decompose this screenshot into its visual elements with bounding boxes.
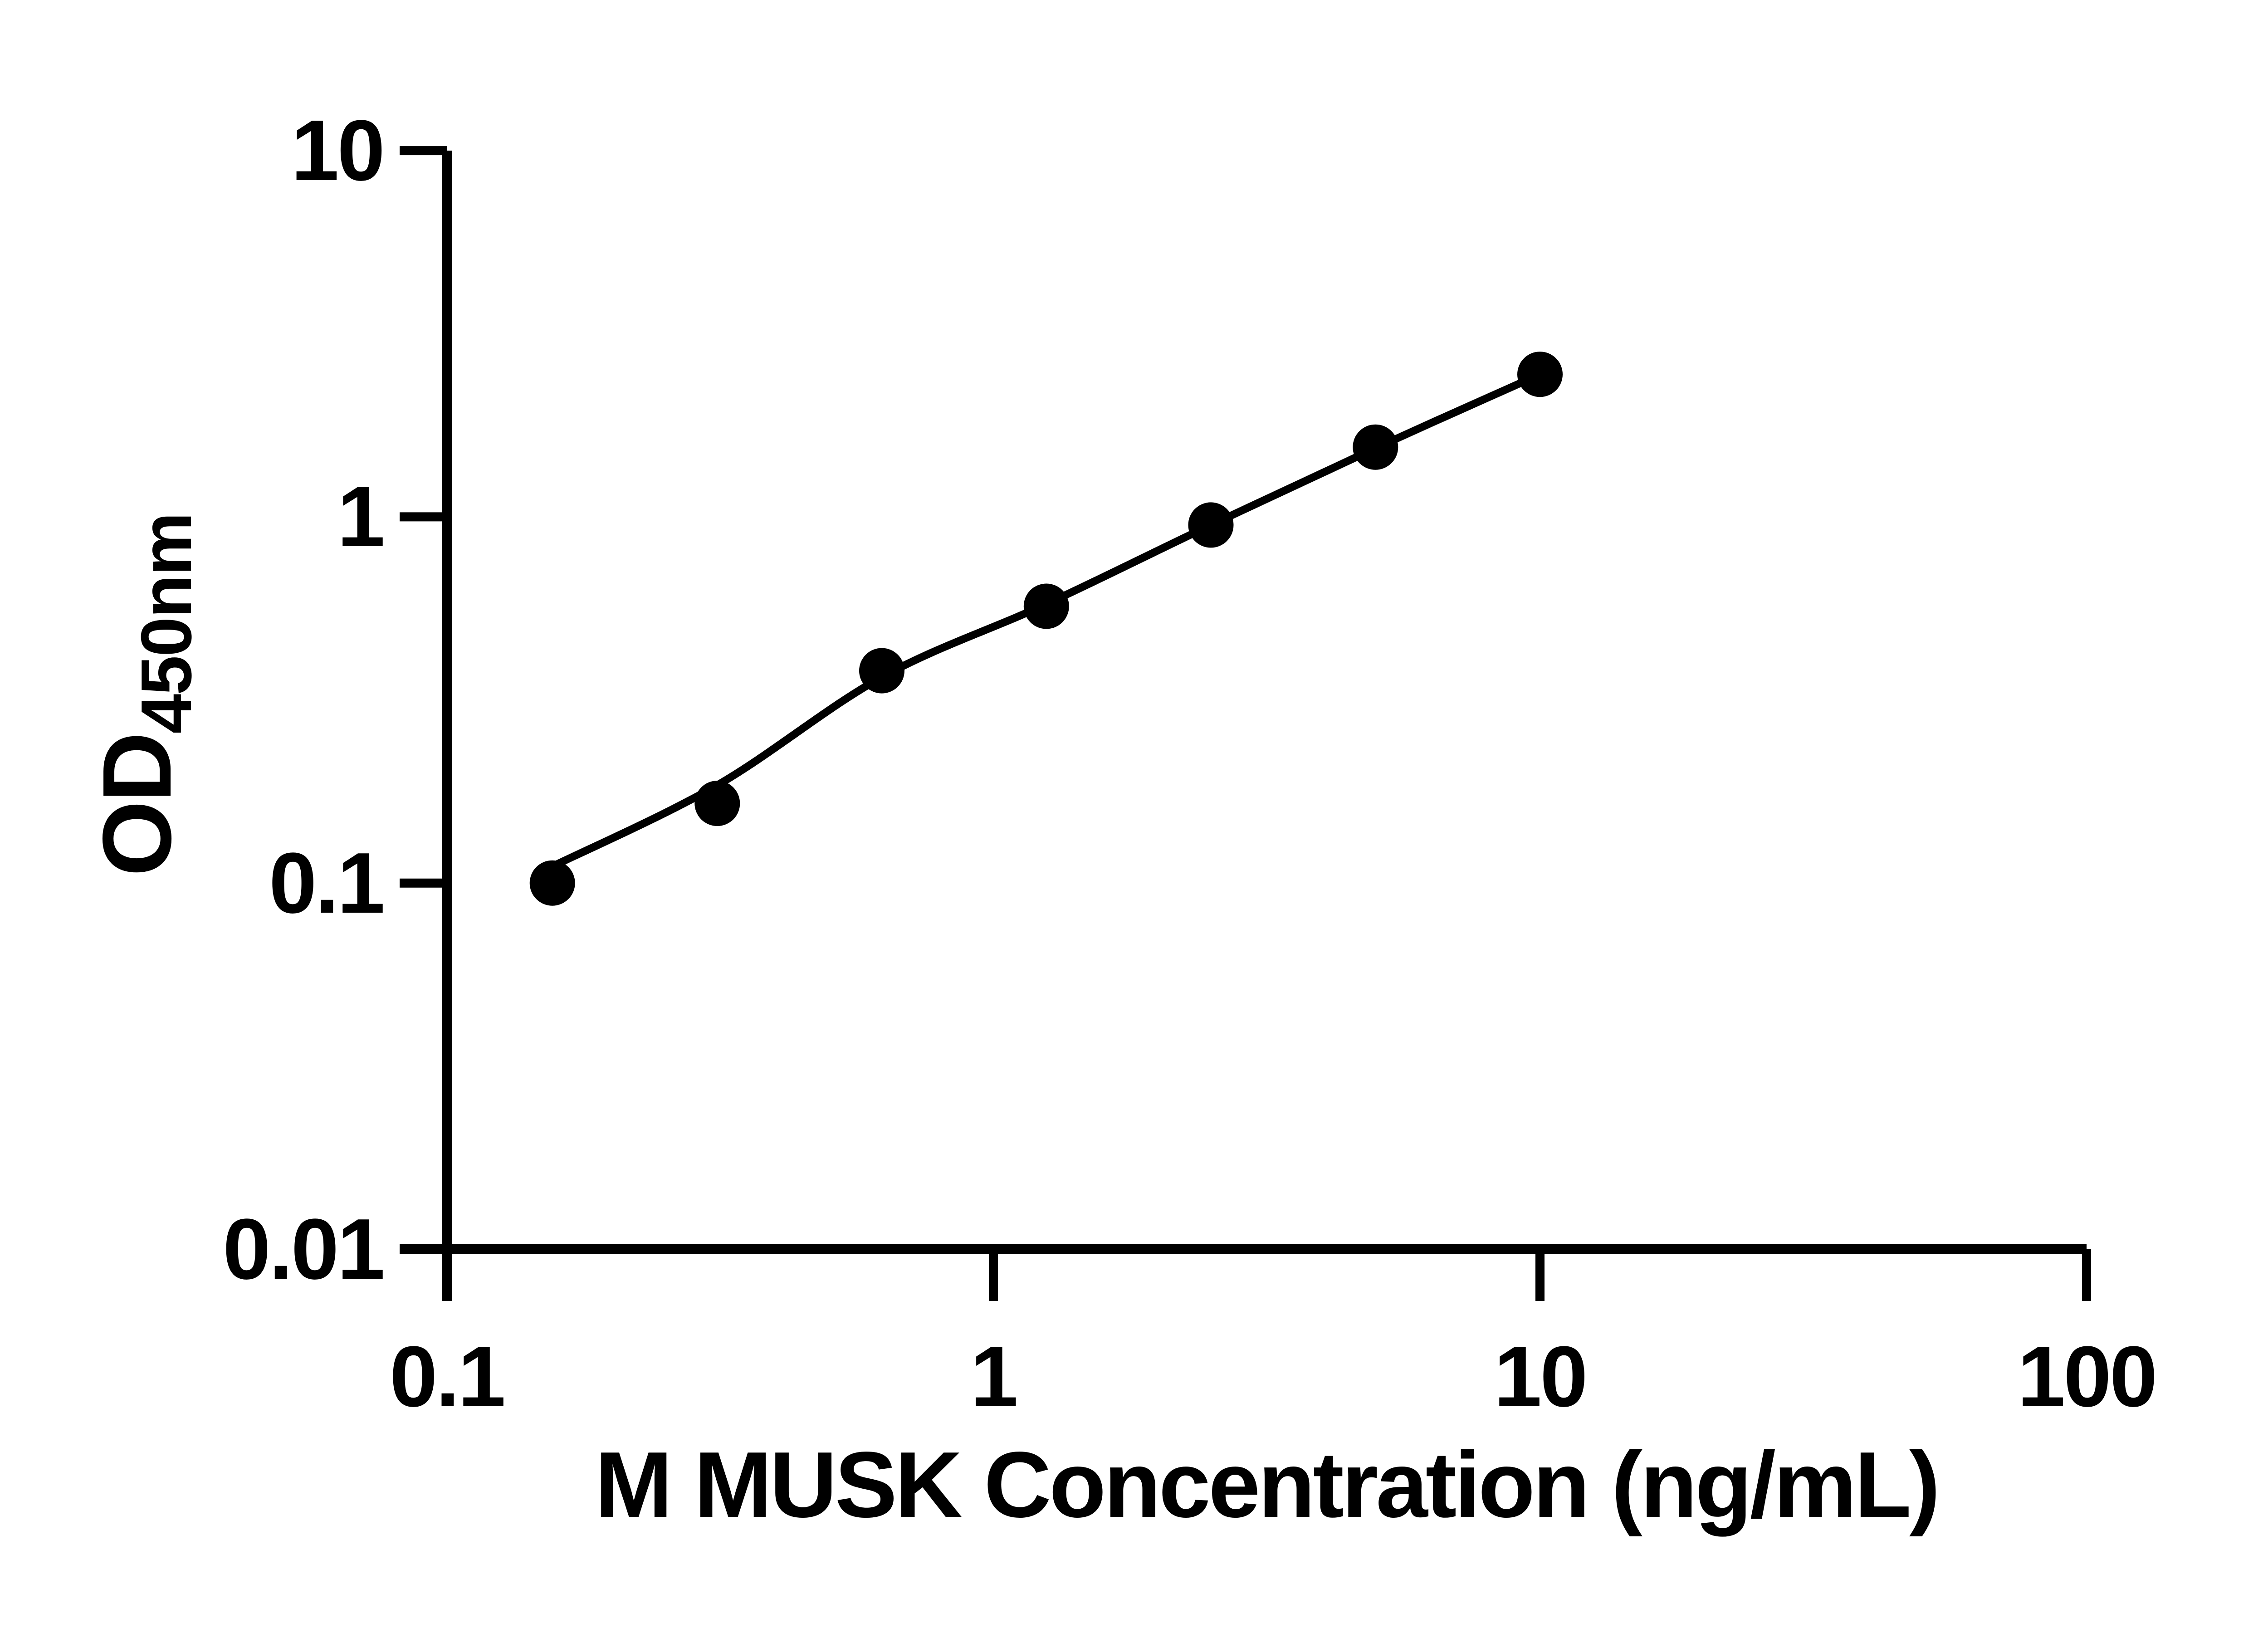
x-tick-label-1: 1 bbox=[970, 1329, 1018, 1425]
data-point bbox=[694, 781, 740, 826]
x-tick-label-0p1: 0.1 bbox=[389, 1329, 506, 1425]
data-point bbox=[1353, 424, 1398, 470]
y-axis-title-subscript: 450nm bbox=[127, 513, 206, 734]
x-axis-title: M MUSK Concentration (ng/mL) bbox=[595, 1433, 1940, 1537]
data-point bbox=[859, 648, 904, 694]
y-axis-title-main: OD bbox=[82, 733, 191, 877]
y-tick-label-1: 1 bbox=[337, 469, 385, 565]
y-tick-label-10: 10 bbox=[291, 103, 385, 199]
y-axis-title: OD450nm bbox=[81, 513, 208, 876]
x-tick-label-10: 10 bbox=[1494, 1329, 1588, 1425]
y-tick-label-0p01: 0.01 bbox=[223, 1201, 385, 1297]
data-point bbox=[1188, 502, 1234, 548]
y-tick-label-0p1: 0.1 bbox=[269, 835, 385, 931]
x-tick-label-100: 100 bbox=[2017, 1329, 2157, 1425]
data-point bbox=[529, 860, 575, 906]
data-point bbox=[1517, 352, 1563, 397]
data-point bbox=[1023, 583, 1069, 629]
